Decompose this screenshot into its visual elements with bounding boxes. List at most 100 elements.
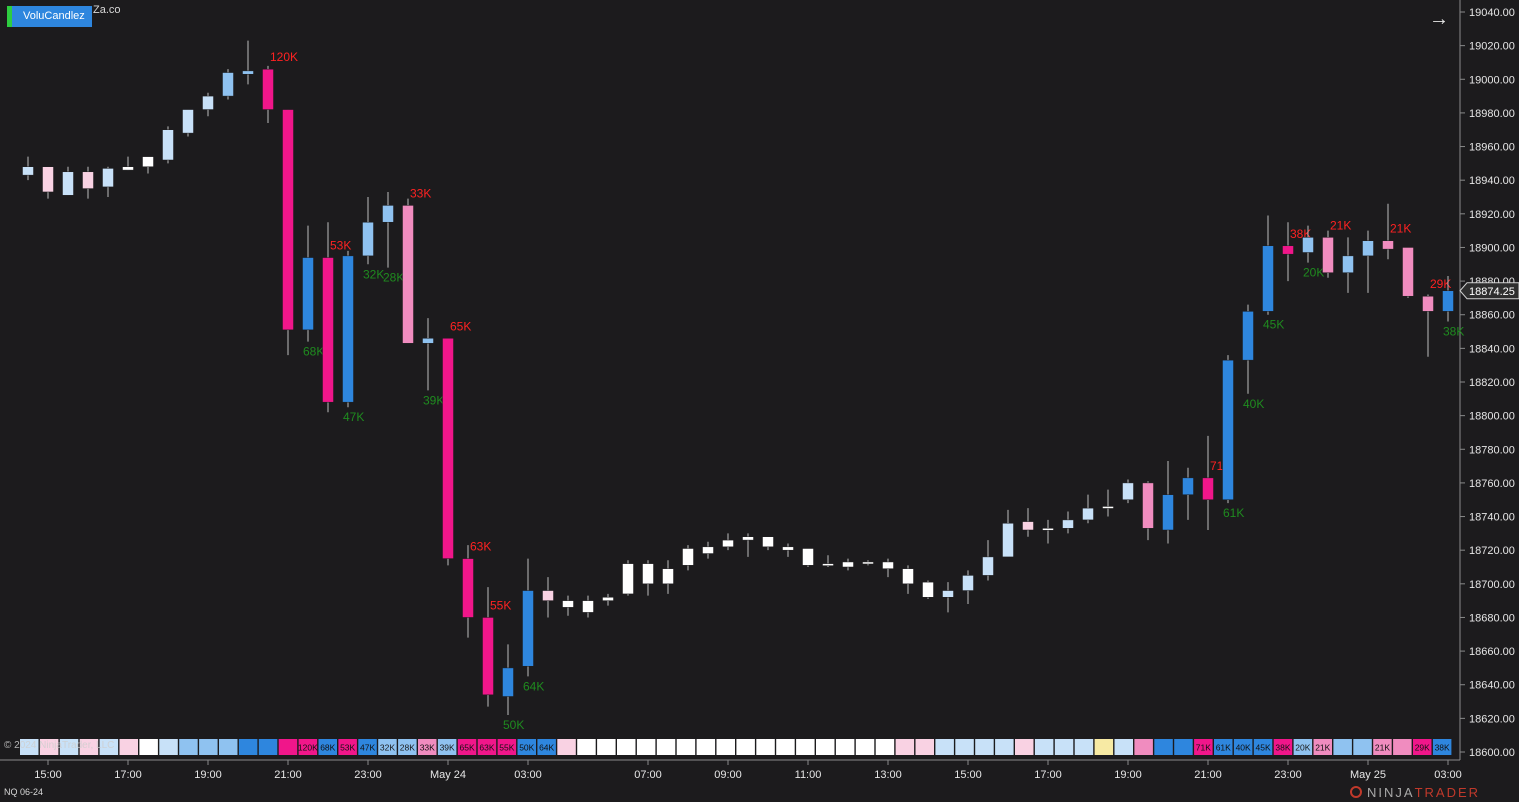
volume-strip-cell bbox=[179, 739, 198, 755]
volume-strip-cell bbox=[418, 739, 437, 755]
y-tick-label: 19000.00 bbox=[1469, 74, 1515, 86]
volume-strip-cell bbox=[1373, 739, 1392, 755]
y-tick-label: 18820.00 bbox=[1469, 377, 1515, 389]
candle-body bbox=[222, 72, 234, 97]
y-tick-label: 19040.00 bbox=[1469, 7, 1515, 19]
x-tick-label: 11:00 bbox=[795, 769, 822, 781]
candle-body bbox=[162, 129, 174, 161]
volume-strip-cell bbox=[338, 739, 357, 755]
volume-strip-cell bbox=[517, 739, 536, 755]
volume-strip-cell bbox=[1313, 739, 1332, 755]
candle-body bbox=[962, 575, 974, 591]
candle-body bbox=[1162, 494, 1174, 531]
volume-strip-cell bbox=[1413, 739, 1432, 755]
volume-strip-cell bbox=[875, 739, 895, 755]
y-tick-label: 18680.00 bbox=[1469, 612, 1515, 624]
volume-strip-cell bbox=[636, 739, 656, 755]
y-tick-label: 18740.00 bbox=[1469, 512, 1515, 524]
volume-strip-cell bbox=[219, 739, 238, 755]
x-tick-label: 19:00 bbox=[194, 769, 222, 781]
y-tick-label: 18640.00 bbox=[1469, 680, 1515, 692]
arrow-right-icon[interactable]: → bbox=[1429, 8, 1449, 30]
volume-strip-cell bbox=[119, 739, 138, 755]
y-tick-label: 18720.00 bbox=[1469, 545, 1515, 557]
x-tick-label: 21:00 bbox=[1194, 769, 1222, 781]
x-tick-label: 15:00 bbox=[954, 769, 982, 781]
volume-strip-label: 50K bbox=[519, 743, 534, 753]
candle-body bbox=[1002, 523, 1014, 558]
candle-body bbox=[22, 166, 34, 176]
x-tick-label: 23:00 bbox=[354, 769, 382, 781]
volume-strip-cell bbox=[1194, 739, 1213, 755]
volume-strip-cell bbox=[1393, 739, 1412, 755]
x-tick-label: 03:00 bbox=[514, 769, 542, 781]
x-tick-label: 21:00 bbox=[274, 769, 302, 781]
volume-strip-cell bbox=[756, 739, 775, 755]
volume-strip-label: 47K bbox=[360, 743, 375, 753]
volume-strip-cell bbox=[855, 739, 875, 755]
volume-label-up: 20K bbox=[1303, 266, 1324, 280]
y-tick-label: 18620.00 bbox=[1469, 713, 1515, 725]
candle-body bbox=[322, 257, 334, 403]
volume-strip-cell bbox=[398, 739, 417, 755]
volume-label-down: 53K bbox=[330, 239, 351, 253]
candle-body bbox=[1302, 237, 1314, 253]
volume-strip-cell bbox=[1273, 739, 1293, 755]
volume-strip-cell bbox=[497, 739, 517, 755]
volume-strip-cell bbox=[39, 739, 59, 755]
y-tick-label: 18600.00 bbox=[1469, 747, 1515, 759]
candle-body bbox=[602, 597, 614, 601]
candle-body bbox=[822, 563, 834, 566]
candle-body bbox=[782, 546, 794, 551]
volume-strip-cell bbox=[298, 739, 318, 755]
candle-body bbox=[502, 667, 514, 697]
volume-strip-cell bbox=[1333, 739, 1352, 755]
y-tick-label: 18960.00 bbox=[1469, 142, 1515, 154]
volume-strip-label: 68K bbox=[320, 743, 335, 753]
indicator-status-icon bbox=[7, 6, 12, 27]
candle-body bbox=[202, 95, 214, 110]
volume-strip-cell bbox=[1054, 739, 1074, 755]
indicator-badge[interactable]: VoluCandlez bbox=[7, 6, 92, 27]
volume-strip-cell bbox=[935, 739, 954, 755]
volume-strip-cell bbox=[1293, 739, 1313, 755]
volume-label-up: 38K bbox=[1443, 324, 1464, 338]
candle-body bbox=[1362, 240, 1374, 257]
candle-body bbox=[262, 68, 274, 110]
candle-body bbox=[1282, 245, 1294, 255]
candle-body bbox=[102, 168, 114, 188]
volume-label-down: 65K bbox=[450, 319, 471, 333]
y-tick-label: 18920.00 bbox=[1469, 209, 1515, 221]
volume-strip-cell bbox=[1233, 739, 1253, 755]
volume-strip-label: 21K bbox=[1375, 743, 1390, 753]
candle-body bbox=[1262, 245, 1274, 312]
volume-strip-label: 45K bbox=[1255, 743, 1270, 753]
volume-label-down: 120K bbox=[270, 50, 298, 64]
y-tick-label: 18780.00 bbox=[1469, 444, 1515, 456]
volume-strip-cell bbox=[557, 739, 576, 755]
volume-label-down: 29K bbox=[1430, 277, 1451, 291]
volume-strip-cell bbox=[238, 739, 258, 755]
volume-strip-cell bbox=[1114, 739, 1133, 755]
candle-body bbox=[582, 600, 594, 613]
volume-strip-label: 55K bbox=[499, 743, 514, 753]
y-tick-label: 18700.00 bbox=[1469, 579, 1515, 591]
y-tick-label: 19020.00 bbox=[1469, 41, 1515, 53]
volume-strip-cell bbox=[477, 739, 497, 755]
volume-strip-cell bbox=[318, 739, 337, 755]
volume-label-up: 39K bbox=[423, 393, 444, 407]
volume-strip-label: 32K bbox=[380, 743, 395, 753]
candle-body bbox=[82, 171, 94, 189]
volume-strip-label: 21K bbox=[1315, 743, 1330, 753]
volume-strip-cell bbox=[1174, 739, 1193, 755]
volume-strip-label: 71K bbox=[1196, 743, 1211, 753]
candle-body bbox=[1342, 255, 1354, 273]
candle-body bbox=[182, 109, 194, 134]
volume-strip-cell bbox=[358, 739, 377, 755]
x-tick-label: 07:00 bbox=[634, 769, 662, 781]
volume-strip-cell bbox=[1094, 739, 1114, 755]
candle-body bbox=[522, 590, 534, 667]
volume-strip-cell bbox=[457, 739, 477, 755]
volume-strip-cell bbox=[617, 739, 636, 755]
